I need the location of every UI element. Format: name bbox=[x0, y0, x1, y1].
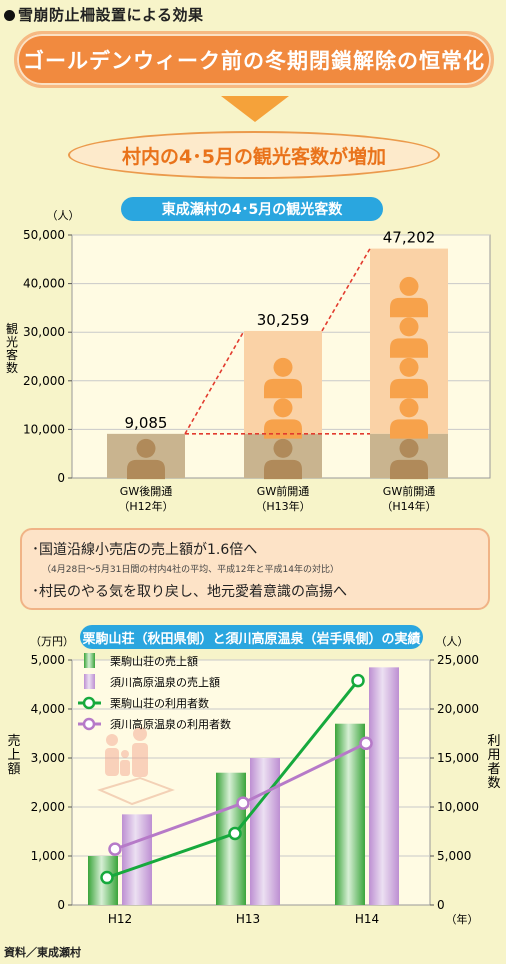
chart2-left-tick-label: 3,000 bbox=[31, 751, 65, 765]
chart2-line-point bbox=[359, 736, 373, 751]
chart1-growth-dash bbox=[321, 248, 371, 332]
chart1-unit-label: （人） bbox=[47, 209, 80, 222]
chart1-ytick-label: 50,000 bbox=[23, 228, 65, 242]
chart1-category-label: GW後開通 bbox=[120, 484, 172, 498]
legend-swatch-point bbox=[82, 717, 96, 731]
chart2-right-tick-label: 5,000 bbox=[437, 849, 471, 863]
note-line-2: （4月28日～5月31日間の村内4社の平均、平成12年と平成14年の対比） bbox=[42, 565, 339, 575]
chart1-figure-icon bbox=[390, 317, 428, 358]
down-arrow-icon bbox=[221, 96, 289, 122]
chart2-title: 栗駒山荘（秋田県側）と須川高原温泉（岩手県側）の実績 bbox=[80, 625, 423, 649]
chart1-ylabel: 観光客数 bbox=[6, 322, 18, 375]
chart1-figure-icon bbox=[390, 276, 428, 318]
chart2-left-unit: （万円） bbox=[30, 635, 74, 648]
note-line-3: ･村民のやる気を取り戻し、地元愛着意識の高揚へ bbox=[32, 584, 347, 600]
notes-box: ･国道沿線小売店の売上額が1.6倍へ （4月28日～5月31日間の村内4社の平均… bbox=[20, 528, 490, 610]
chart1-ytick-label: 0 bbox=[57, 471, 65, 485]
chart2-bar-kurikoma bbox=[335, 723, 365, 905]
chart2-left-label: 売上額 bbox=[7, 733, 20, 777]
chart1-ytick-label: 20,000 bbox=[23, 374, 65, 388]
chart2-xtick-label: H14 bbox=[355, 912, 379, 926]
chart2-line-point bbox=[228, 826, 242, 841]
result-oval: 村内の4･5月の観光客数が増加 bbox=[68, 131, 440, 179]
chart2-line-point bbox=[100, 870, 114, 885]
legend-swatch-point bbox=[82, 696, 96, 710]
chart2-bar-sukawa bbox=[369, 667, 399, 905]
chart1-figure-icon bbox=[264, 357, 302, 399]
chart2-right-unit: （人） bbox=[436, 635, 469, 648]
note-line-1: ･国道沿線小売店の売上額が1.6倍へ bbox=[32, 542, 258, 558]
page-title: 雪崩防止柵設置による効果 bbox=[4, 4, 204, 25]
legend-swatch-bar bbox=[84, 653, 95, 668]
chart2-bar-sukawa bbox=[122, 814, 152, 905]
family-illustration-icon bbox=[97, 727, 175, 806]
chart1-category-sub: （H14年） bbox=[381, 499, 436, 513]
chart2-xtick-label: H13 bbox=[236, 912, 260, 926]
page-title-text: 雪崩防止柵設置による効果 bbox=[18, 6, 204, 24]
chart2-line-point bbox=[236, 796, 250, 810]
legend-label: 栗駒山荘の利用者数 bbox=[110, 697, 209, 710]
chart2-right-tick-label: 20,000 bbox=[437, 702, 479, 716]
chart2-left-tick-label: 0 bbox=[57, 898, 65, 912]
chart1-category-sub: （H12年） bbox=[118, 499, 173, 513]
chart2-sales-users: 0 1,000 2,000 3,000 4,000 5,000 0 5,000 10,000 15… bbox=[7, 635, 500, 926]
chart1-category-sub: （H13年） bbox=[255, 499, 310, 513]
chart2-left-tick-label: 5,000 bbox=[31, 653, 65, 667]
chart2-left-tick-label: 2,000 bbox=[31, 800, 65, 814]
chart1-value-label: 30,259 bbox=[257, 311, 310, 329]
headline-banner: ゴールデンウィーク前の冬期閉鎖解除の恒常化 bbox=[14, 31, 494, 88]
chart1-figure-icon bbox=[264, 438, 302, 480]
chart1-category-label: GW前開通 bbox=[257, 484, 309, 498]
chart1-figure-icon bbox=[390, 398, 428, 439]
chart1-ytick-label: 30,000 bbox=[23, 325, 65, 339]
chart1-ytick-label: 40,000 bbox=[23, 277, 65, 291]
legend-swatch-bar bbox=[84, 674, 95, 689]
chart1-ytick-label: 10,000 bbox=[23, 422, 65, 436]
chart2-x-unit: （年） bbox=[446, 912, 479, 926]
bullet-icon bbox=[4, 10, 15, 21]
chart2-xtick-label: H12 bbox=[108, 912, 132, 926]
chart2-right-tick-label: 15,000 bbox=[437, 751, 479, 765]
chart1-title: 東成瀬村の4･5月の観光客数 bbox=[121, 197, 383, 221]
source-note: 資料／東成瀬村 bbox=[4, 946, 81, 959]
chart2-left-tick-label: 1,000 bbox=[31, 849, 65, 863]
chart2-line-point bbox=[351, 673, 365, 688]
chart2-bar-sukawa bbox=[250, 758, 280, 905]
legend-label: 須川高原温泉の売上額 bbox=[110, 675, 220, 689]
chart1-visitors: 0 10,000 20,000 30,000 40,000 50,000 （人） 観光客数 9,… bbox=[6, 209, 491, 513]
chart1-figure-icon bbox=[127, 438, 165, 480]
legend-label: 須川高原温泉の利用者数 bbox=[110, 717, 231, 731]
legend-label: 栗駒山荘の売上額 bbox=[110, 655, 198, 668]
chart1-category-label: GW前開通 bbox=[383, 484, 435, 498]
chart2-left-tick-label: 4,000 bbox=[31, 702, 65, 716]
chart1-figure-icon bbox=[390, 438, 428, 480]
chart2-right-tick-label: 0 bbox=[437, 898, 445, 912]
chart1-growth-dash bbox=[184, 330, 245, 435]
chart2-line-point bbox=[108, 842, 122, 856]
chart2-right-tick-label: 25,000 bbox=[437, 653, 479, 667]
chart1-value-label: 9,085 bbox=[125, 414, 168, 432]
chart1-value-label: 47,202 bbox=[383, 229, 436, 247]
chart1-figure-icon bbox=[390, 357, 428, 399]
chart2-right-tick-label: 10,000 bbox=[437, 800, 479, 814]
chart2-right-label: 利用者数 bbox=[487, 734, 500, 791]
